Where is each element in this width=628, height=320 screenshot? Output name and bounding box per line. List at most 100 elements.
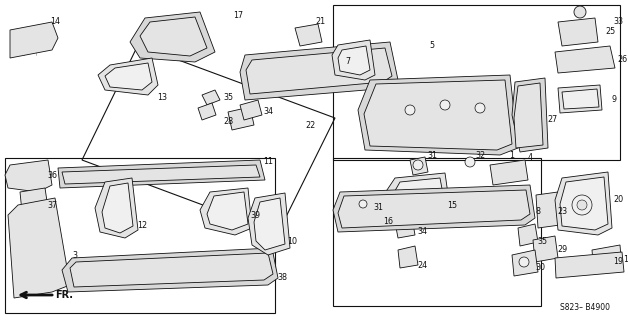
- Polygon shape: [512, 250, 538, 276]
- Polygon shape: [62, 248, 278, 292]
- Text: 1: 1: [509, 150, 514, 159]
- Polygon shape: [248, 193, 290, 255]
- Text: 13: 13: [157, 93, 167, 102]
- Text: 26: 26: [617, 55, 627, 65]
- Bar: [5, 158, 275, 313]
- Text: 35: 35: [223, 93, 233, 102]
- Polygon shape: [338, 46, 370, 75]
- Polygon shape: [385, 173, 450, 215]
- Circle shape: [359, 200, 367, 208]
- Polygon shape: [10, 22, 58, 58]
- Polygon shape: [240, 100, 262, 120]
- Polygon shape: [254, 198, 285, 250]
- Polygon shape: [240, 42, 398, 100]
- Polygon shape: [8, 198, 70, 298]
- Polygon shape: [95, 178, 138, 238]
- Text: 12: 12: [137, 220, 147, 229]
- Text: FR.: FR.: [55, 290, 73, 300]
- Text: 36: 36: [47, 171, 57, 180]
- Polygon shape: [5, 160, 52, 192]
- Polygon shape: [20, 188, 48, 212]
- Text: 39: 39: [250, 211, 260, 220]
- Text: 31: 31: [427, 150, 437, 159]
- Polygon shape: [202, 90, 220, 105]
- Polygon shape: [228, 107, 254, 130]
- Polygon shape: [338, 190, 530, 228]
- Polygon shape: [200, 188, 252, 235]
- Polygon shape: [536, 192, 560, 228]
- Text: 23: 23: [557, 207, 567, 217]
- Text: 16: 16: [383, 218, 393, 227]
- Polygon shape: [555, 46, 615, 73]
- Text: 10: 10: [287, 237, 297, 246]
- Text: 34: 34: [263, 108, 273, 116]
- Text: 29: 29: [557, 245, 567, 254]
- Text: 19: 19: [613, 258, 623, 267]
- Polygon shape: [246, 48, 392, 94]
- Text: 7: 7: [345, 58, 350, 67]
- Text: 18: 18: [623, 255, 628, 265]
- Text: 25: 25: [605, 28, 615, 36]
- Polygon shape: [555, 252, 624, 278]
- Polygon shape: [355, 194, 374, 214]
- Text: 28: 28: [223, 117, 233, 126]
- Polygon shape: [207, 192, 248, 230]
- Circle shape: [577, 200, 587, 210]
- Text: 21: 21: [315, 18, 325, 27]
- Text: 27: 27: [547, 116, 557, 124]
- Text: 37: 37: [47, 201, 57, 210]
- Text: 22: 22: [305, 121, 315, 130]
- Circle shape: [574, 6, 586, 18]
- Polygon shape: [533, 236, 558, 262]
- Circle shape: [413, 160, 423, 170]
- Text: 5: 5: [430, 41, 435, 50]
- Bar: [333, 5, 620, 160]
- Polygon shape: [398, 246, 418, 268]
- Polygon shape: [555, 172, 612, 235]
- Polygon shape: [490, 160, 528, 185]
- Text: 17: 17: [233, 11, 243, 20]
- Polygon shape: [58, 160, 265, 188]
- Circle shape: [572, 195, 592, 215]
- Text: 33: 33: [613, 18, 623, 27]
- Text: 38: 38: [277, 274, 287, 283]
- Polygon shape: [364, 80, 512, 150]
- Circle shape: [440, 100, 450, 110]
- Polygon shape: [198, 103, 216, 120]
- Polygon shape: [105, 63, 152, 90]
- Polygon shape: [512, 78, 548, 152]
- Circle shape: [475, 103, 485, 113]
- Polygon shape: [395, 218, 415, 238]
- Polygon shape: [410, 157, 428, 175]
- Polygon shape: [392, 178, 445, 210]
- Polygon shape: [333, 185, 535, 232]
- Polygon shape: [102, 183, 133, 233]
- Polygon shape: [332, 40, 375, 80]
- Text: 34: 34: [417, 228, 427, 236]
- Text: 4: 4: [528, 154, 533, 163]
- Text: 11: 11: [263, 157, 273, 166]
- Text: 14: 14: [50, 18, 60, 27]
- Polygon shape: [558, 18, 598, 46]
- Text: S823– B4900: S823– B4900: [560, 303, 610, 313]
- Bar: [333, 158, 541, 306]
- Circle shape: [519, 257, 529, 267]
- Polygon shape: [558, 85, 602, 113]
- Text: 35: 35: [537, 237, 547, 246]
- Polygon shape: [562, 89, 599, 109]
- Text: 9: 9: [612, 95, 617, 105]
- Circle shape: [465, 157, 475, 167]
- Polygon shape: [98, 58, 158, 95]
- Polygon shape: [140, 17, 207, 56]
- Circle shape: [405, 105, 415, 115]
- Polygon shape: [560, 177, 608, 230]
- Polygon shape: [62, 165, 260, 184]
- Polygon shape: [130, 12, 215, 62]
- Text: 20: 20: [613, 196, 623, 204]
- Polygon shape: [592, 245, 622, 274]
- Text: 3: 3: [72, 251, 77, 260]
- Text: 30: 30: [535, 263, 545, 273]
- Polygon shape: [70, 253, 273, 287]
- Text: 31: 31: [373, 204, 383, 212]
- Text: 8: 8: [536, 207, 541, 217]
